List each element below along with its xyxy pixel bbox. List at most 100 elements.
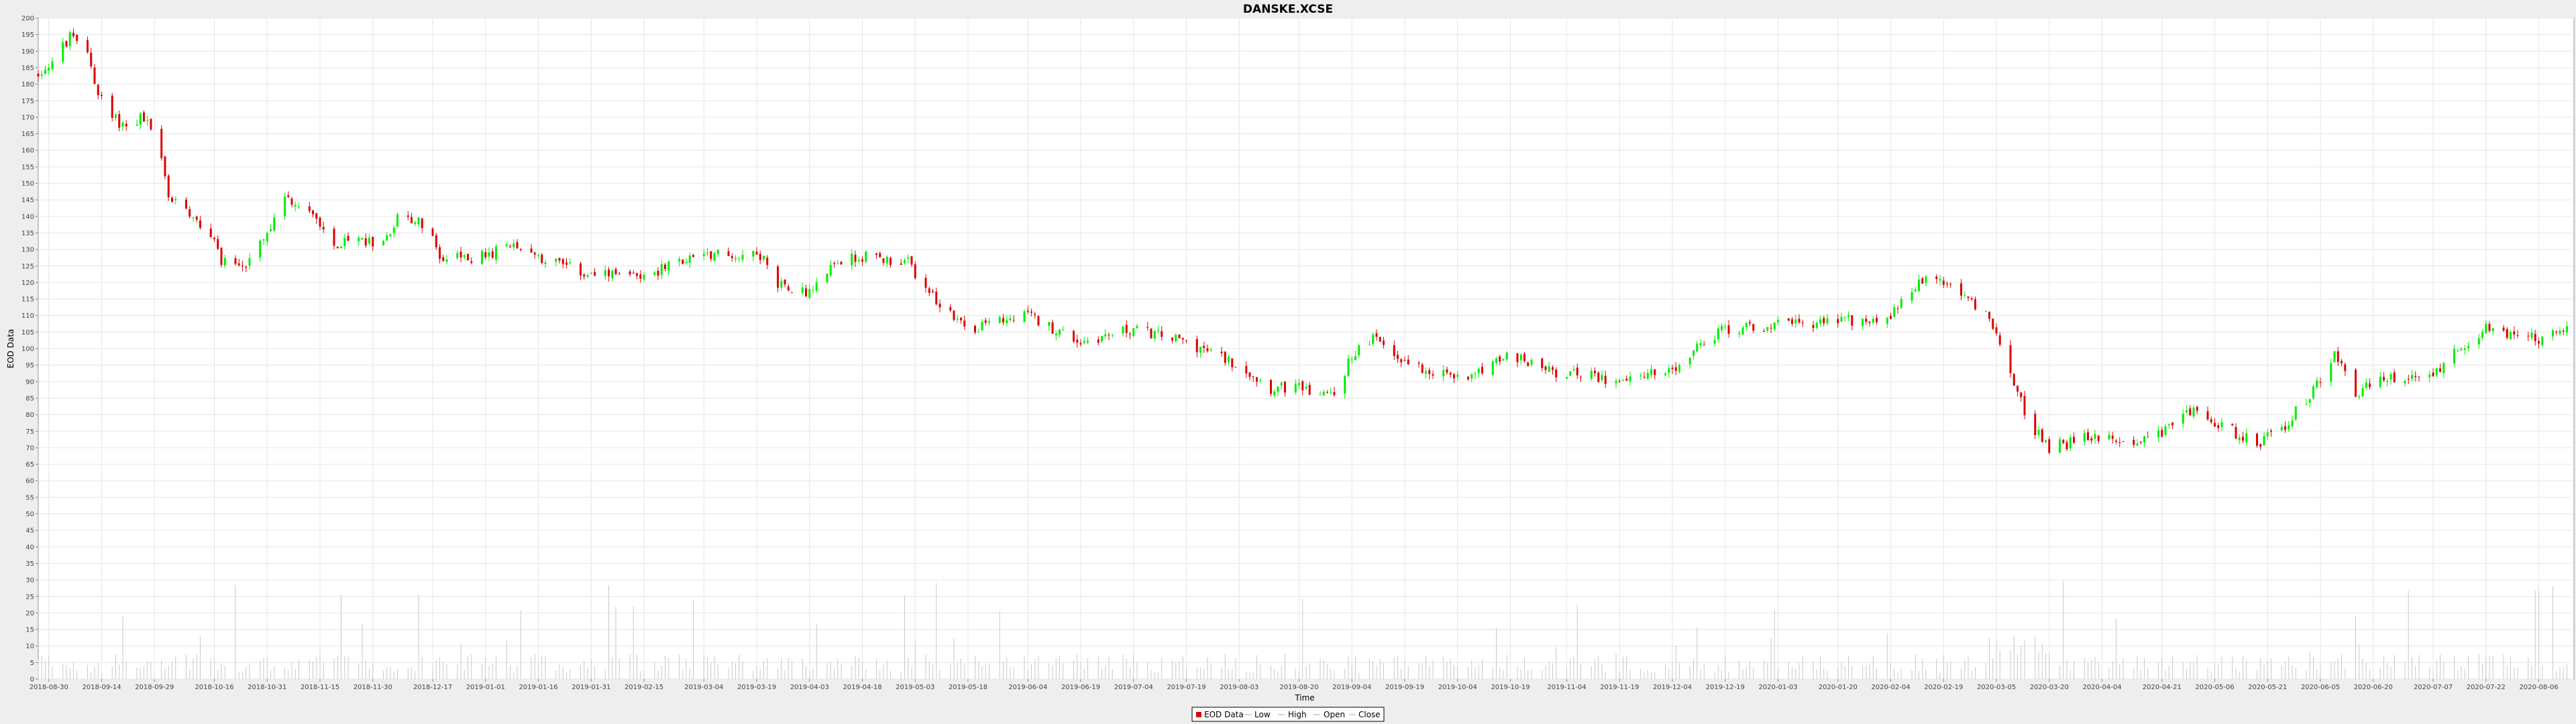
candle-body — [1798, 318, 1801, 323]
candle-body — [2485, 324, 2487, 334]
candle-body — [2206, 411, 2209, 420]
candle-body — [2238, 437, 2241, 440]
candle-body — [62, 42, 64, 62]
candle-body — [491, 251, 494, 258]
x-tick-label: 2019-11-19 — [1600, 684, 1639, 691]
candle-body — [879, 253, 881, 257]
candle-body — [1949, 284, 1952, 285]
candle-body — [1305, 386, 1307, 389]
candle-body — [614, 269, 617, 274]
candle-body — [1530, 359, 1533, 365]
candle-body — [1206, 348, 1209, 351]
candle-body — [1428, 370, 1431, 374]
candle-body — [1270, 379, 1272, 394]
candle-body — [2284, 426, 2286, 430]
candle-body — [1773, 322, 1776, 329]
candle-body — [566, 262, 568, 265]
candle-body — [1344, 375, 1346, 394]
candle-body — [1034, 314, 1036, 315]
candle-body — [2143, 436, 2145, 443]
candle-body — [1195, 339, 1198, 353]
candle-body — [1055, 333, 1057, 336]
candle-body — [1893, 307, 1896, 317]
candle-body — [101, 95, 103, 97]
candle-body — [1823, 318, 1825, 324]
candle-body — [688, 255, 691, 263]
candle-body — [290, 198, 293, 205]
candle-body — [1245, 366, 1248, 374]
candle-body — [738, 258, 741, 259]
candle-body — [164, 156, 166, 176]
candle-body — [1516, 353, 1519, 363]
candle-body — [1960, 283, 1962, 296]
candle-body — [632, 273, 635, 274]
candle-body — [195, 217, 198, 220]
candle-body — [1030, 311, 1032, 313]
candle-body — [1717, 328, 1719, 339]
candle-body — [2467, 345, 2469, 348]
candle-body — [2171, 422, 2174, 426]
candle-body — [1671, 367, 1674, 369]
candle-body — [710, 251, 712, 259]
candle-body — [1231, 358, 1234, 367]
x-tick-label: 2020-06-05 — [2301, 684, 2340, 691]
candle-body — [150, 119, 152, 130]
candle-body — [2552, 330, 2554, 337]
candle-body — [1998, 335, 2001, 345]
candle-body — [1970, 298, 1973, 300]
candle-body — [1453, 374, 1455, 379]
candle-body — [1801, 322, 1804, 324]
candle-body — [1083, 341, 1085, 343]
candle-body — [1572, 369, 1575, 371]
candle-body — [826, 274, 828, 282]
candle-body — [386, 235, 388, 241]
candle-body — [1622, 379, 1624, 381]
candle-body — [72, 32, 74, 37]
candle-body — [1541, 358, 1544, 369]
candle-body — [2186, 410, 2188, 412]
candle-body — [51, 61, 54, 70]
candle-body — [1175, 334, 1177, 342]
candle-body — [1787, 318, 1790, 321]
y-tick-label: 180 — [21, 81, 34, 88]
candle-body — [1847, 315, 1849, 317]
candle-body — [2288, 425, 2290, 430]
candle-body — [358, 237, 360, 241]
candle-body — [2147, 436, 2149, 438]
candle-body — [2516, 335, 2519, 336]
y-tick-label: 90 — [25, 379, 34, 386]
candle-body — [2305, 404, 2308, 405]
candle-body — [389, 234, 392, 237]
candle-body — [312, 210, 314, 215]
candle-body — [924, 278, 927, 288]
candle-body — [2090, 438, 2093, 441]
candle-body — [875, 253, 877, 255]
candle-body — [1840, 316, 1843, 322]
x-axis-ticks: 2018-08-30 2018-09-14 2018-09-29 2018-10-16… — [30, 679, 2559, 691]
x-tick-label: 2020-01-03 — [1758, 684, 1797, 691]
candle-body — [1101, 336, 1103, 342]
x-tick-label: 2018-10-16 — [195, 684, 233, 691]
candle-body — [298, 206, 300, 208]
candle-body — [237, 263, 240, 265]
candle-body — [2266, 432, 2269, 437]
candle-body — [865, 251, 867, 262]
candle-body — [1277, 386, 1279, 392]
candle-body — [1477, 368, 1480, 373]
candle-body — [1819, 319, 1821, 324]
candle-body — [731, 256, 733, 258]
candle-body — [1721, 326, 1723, 330]
x-tick-label: 2019-10-04 — [1438, 684, 1477, 691]
candle-body — [1125, 324, 1128, 333]
candle-body — [741, 255, 744, 260]
candle-body — [1129, 333, 1131, 335]
candle-body — [2242, 436, 2244, 441]
candle-body — [1354, 356, 1356, 360]
candle-body — [1900, 298, 1902, 308]
y-tick-label: 105 — [21, 329, 34, 337]
candle-body — [1383, 340, 1385, 345]
candle-body — [900, 263, 902, 265]
x-tick-label: 2019-03-19 — [737, 684, 776, 691]
candle-body — [189, 209, 191, 217]
x-tick-label: 2020-04-21 — [2143, 684, 2182, 691]
